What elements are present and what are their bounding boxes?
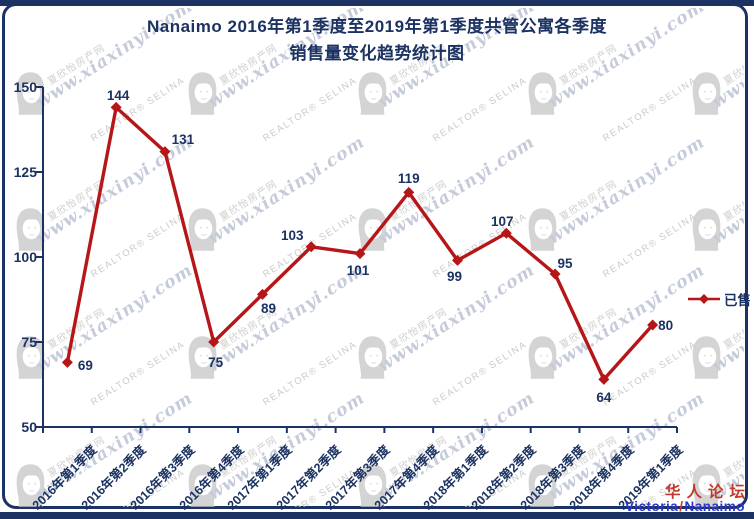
y-axis-tick-label: 50 — [21, 419, 37, 435]
data-point-label: 101 — [346, 262, 370, 278]
data-point-label: 144 — [106, 88, 130, 104]
legend-line-marker-icon — [688, 294, 720, 304]
brand-block: 华人论坛 Victoria/Nanaimo — [625, 484, 745, 514]
top-border-bar — [0, 0, 754, 6]
legend: 已售 — [688, 289, 751, 309]
data-point-label: 107 — [491, 214, 514, 230]
bottom-border-bar — [0, 512, 754, 519]
brand-region: Victoria/Nanaimo — [625, 499, 745, 514]
y-axis-tick-label: 75 — [21, 334, 37, 350]
data-point-label: 75 — [208, 355, 224, 370]
brand-region-victoria: Victoria — [624, 499, 679, 514]
y-axis-tick-label: 125 — [13, 164, 37, 180]
data-point-label: 119 — [397, 171, 420, 187]
y-axis-tick-label: 150 — [13, 79, 37, 95]
legend-label: 已售 — [724, 293, 751, 308]
brand-region-nanaimo: Nanaimo — [684, 499, 745, 514]
data-point-label: 131 — [171, 131, 195, 147]
data-point-label: 80 — [658, 318, 674, 333]
chart-title-line1: Nanaimo 2016年第1季度至2019年第1季度共管公寓各季度 — [146, 17, 608, 36]
data-point-label: 99 — [447, 269, 463, 285]
chart-panel-border — [2, 3, 748, 509]
brand-slash: / — [679, 499, 684, 514]
data-point-label: 95 — [557, 256, 573, 271]
chart-title-line2: 销售量变化趋势统计图 — [289, 44, 465, 63]
data-point-label: 103 — [280, 227, 304, 243]
data-point-label: 69 — [77, 358, 93, 374]
y-axis-tick-label: 100 — [13, 249, 37, 265]
brand-forum-name: 华人论坛 — [664, 482, 751, 501]
data-point-label: 89 — [260, 301, 276, 317]
chart-title: Nanaimo 2016年第1季度至2019年第1季度共管公寓各季度 销售量变化… — [0, 13, 754, 67]
data-point-label: 64 — [596, 390, 612, 406]
